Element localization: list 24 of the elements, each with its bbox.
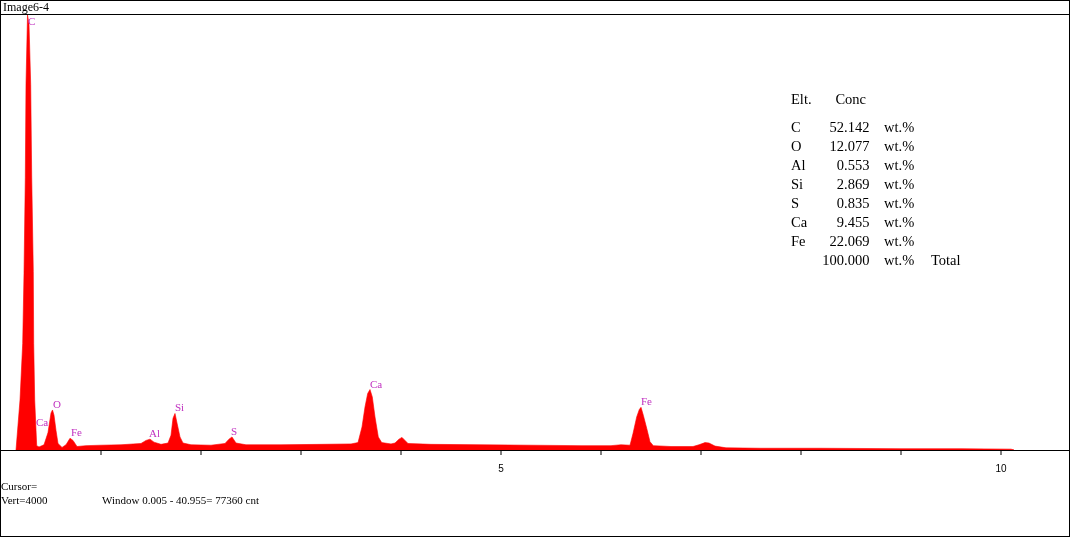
- text: Window 0.005 - 40.955= 77360 cnt: [102, 494, 259, 506]
- annotation: S: [231, 424, 238, 437]
- annotation: Al: [149, 427, 160, 440]
- x-tick-label: 10: [995, 463, 1007, 474]
- text: Fe 22.069 wt.%: [791, 233, 915, 249]
- text: O 12.077 wt.%: [791, 138, 915, 154]
- text: S 0.835 wt.%: [791, 195, 915, 211]
- text: Vert=4000: [1, 494, 49, 506]
- annotation: O: [53, 397, 61, 410]
- annotation: Si: [175, 401, 185, 414]
- text: Ca 9.455 wt.%: [791, 214, 915, 230]
- annotation: Ca: [370, 377, 383, 390]
- annotation: 100.000 wt.% Total: [822, 252, 961, 268]
- text: Elt. Conc: [791, 91, 866, 107]
- annotation: C: [28, 15, 36, 27]
- annotation: Fe: [71, 426, 83, 439]
- text: Si 2.869 wt.%: [791, 176, 915, 192]
- x-tick-label: 5: [498, 463, 505, 474]
- text: Al 0.553 wt.%: [791, 157, 915, 173]
- text: C 52.142 wt.%: [791, 119, 915, 135]
- annotation: Fe: [641, 395, 653, 408]
- text: Cursor=: [1, 480, 38, 492]
- annotation: Ca: [36, 416, 49, 429]
- chart-title: Image6-4: [3, 0, 49, 14]
